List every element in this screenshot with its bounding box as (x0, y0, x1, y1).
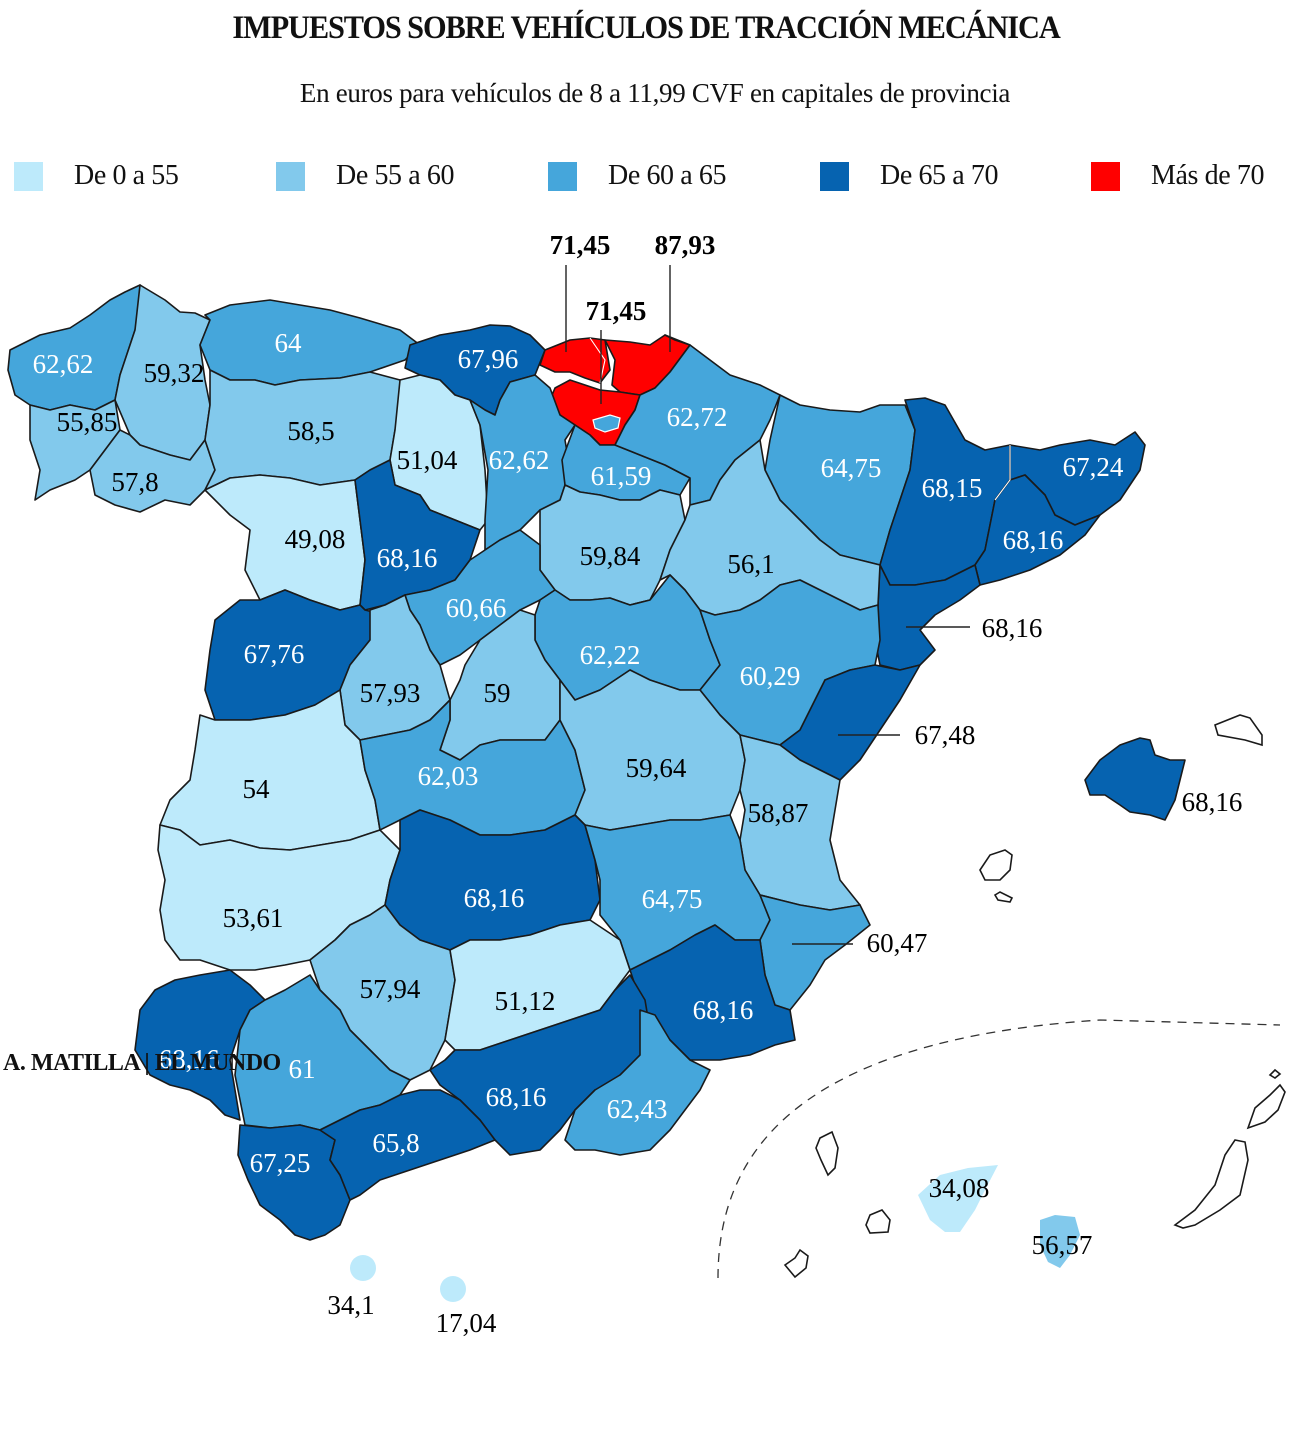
province-cuenca (559, 669, 746, 831)
island-menorca (1214, 714, 1263, 747)
label-huelva: 68,16 (159, 1044, 220, 1074)
legend-item-55-60: De 55 a 60 (276, 158, 454, 194)
legend-label: Más de 70 (1151, 160, 1265, 191)
region-ceuta (350, 1255, 376, 1281)
island-lanzarote (1246, 1083, 1286, 1130)
canary-inset-border (717, 1019, 1281, 1279)
label-huesca: 64,75 (821, 453, 882, 483)
label-ceuta: 34,1 (327, 1290, 374, 1320)
island-la-gomera (865, 1209, 891, 1234)
label-a-coruna: 62,62 (33, 349, 94, 379)
island-ibiza (979, 849, 1013, 881)
legend-swatch (14, 161, 43, 191)
legend-item-65-70: De 65 a 70 (820, 158, 998, 194)
label-barcelona: 68,16 (1003, 525, 1064, 555)
label-bizkaia: 71,45 (550, 230, 611, 260)
inner-border (994, 445, 1011, 501)
label-la-rioja: 61,59 (591, 461, 652, 491)
province-barcelona (974, 474, 1101, 586)
label-melilla: 17,04 (436, 1308, 497, 1338)
label-burgos: 62,62 (489, 445, 550, 475)
label-cadiz: 67,25 (250, 1148, 311, 1178)
island-la-graciosa (1268, 1068, 1282, 1079)
label-madrid: 59 (484, 678, 511, 708)
label-cuenca: 59,64 (626, 753, 687, 783)
label-murcia: 68,16 (693, 995, 754, 1025)
label-valladolid: 68,16 (377, 543, 438, 573)
legend-item-60-65: De 60 a 65 (548, 158, 726, 194)
label-cordoba: 57,94 (360, 974, 421, 1004)
label-avila: 57,93 (360, 678, 421, 708)
spain-map: 62,62 59,32 64 67,96 71,45 87,93 71,45 5… (7, 230, 1286, 1338)
credit-line: A. MATILLA | EL MUNDO (3, 1050, 281, 1076)
island-la-palma (815, 1130, 839, 1177)
label-granada: 68,16 (486, 1082, 547, 1112)
label-tarragona: 68,16 (982, 613, 1043, 643)
enclave-trevino (592, 414, 621, 433)
legend-label: De 0 a 55 (74, 160, 179, 191)
legend-item-over-70: Más de 70 (1091, 158, 1264, 194)
label-tenerife: 34,08 (929, 1173, 990, 1203)
label-ciudad-real: 68,16 (464, 883, 525, 913)
label-girona: 67,24 (1063, 452, 1124, 482)
page-subtitle: En euros para vehículos de 8 a 11,99 CVF… (299, 78, 1011, 108)
province-almeria (564, 1009, 711, 1156)
label-segovia: 60,66 (446, 593, 507, 623)
label-lugo: 59,32 (144, 358, 205, 388)
label-cantabria: 67,96 (458, 344, 519, 374)
island-mallorca (1084, 737, 1186, 821)
label-alicante: 60,47 (867, 928, 928, 958)
label-las-palmas: 56,57 (1032, 1230, 1093, 1260)
island-el-hierro (783, 1248, 809, 1279)
label-almeria: 62,43 (607, 1094, 668, 1124)
label-sevilla: 61 (289, 1054, 316, 1084)
legend-label: De 65 a 70 (880, 160, 999, 191)
province-asturias (199, 299, 421, 386)
label-zamora: 49,08 (285, 524, 346, 554)
legend: De 0 a 55 De 55 a 60 De 60 a 65 De 65 a … (14, 158, 1284, 194)
province-alicante (759, 894, 871, 1011)
island-tenerife (918, 1165, 998, 1232)
legend-swatch (276, 161, 305, 191)
label-badajoz: 53,61 (223, 903, 284, 933)
label-salamanca: 67,76 (244, 639, 305, 669)
label-toledo: 62,03 (418, 761, 479, 791)
island-formentera (993, 891, 1014, 903)
legend-swatch (548, 161, 577, 191)
label-lleida: 68,15 (922, 473, 983, 503)
label-soria: 59,84 (580, 541, 641, 571)
legend-swatch (1091, 161, 1120, 191)
island-gran-canaria (1040, 1215, 1080, 1268)
label-leon: 58,5 (287, 416, 334, 446)
label-valencia: 58,87 (748, 798, 809, 828)
label-guadalajara: 62,22 (580, 640, 641, 670)
island-fuerteventura (1173, 1139, 1249, 1229)
label-jaen: 51,12 (495, 986, 556, 1016)
label-pontevedra: 55,85 (57, 407, 118, 437)
label-palencia: 51,04 (397, 445, 458, 475)
label-malaga: 65,8 (372, 1128, 419, 1158)
legend-label: De 55 a 60 (336, 160, 455, 191)
label-teruel: 60,29 (740, 661, 801, 691)
legend-item-0-55: De 0 a 55 (14, 158, 179, 194)
label-caceres: 54 (243, 774, 271, 804)
label-navarra: 62,72 (667, 402, 728, 432)
label-albacete: 64,75 (642, 884, 703, 914)
region-melilla (440, 1276, 466, 1302)
label-asturias: 64 (275, 328, 303, 358)
label-alava: 71,45 (586, 296, 647, 326)
label-gipuzkoa: 87,93 (655, 230, 716, 260)
label-castellon: 67,48 (915, 720, 976, 750)
page-title: IMPUESTOS SOBRE VEHÍCULOS DE TRACCIÓN ME… (232, 10, 1060, 46)
legend-label: De 60 a 65 (608, 160, 727, 191)
label-baleares: 68,16 (1182, 787, 1243, 817)
legend-swatch (820, 161, 849, 191)
province-huelva (134, 969, 266, 1121)
province-malaga (319, 1089, 496, 1201)
province-bizkaia (539, 337, 611, 384)
label-zaragoza: 56,1 (727, 549, 774, 579)
label-ourense: 57,8 (111, 467, 158, 497)
province-cadiz (237, 1124, 351, 1241)
